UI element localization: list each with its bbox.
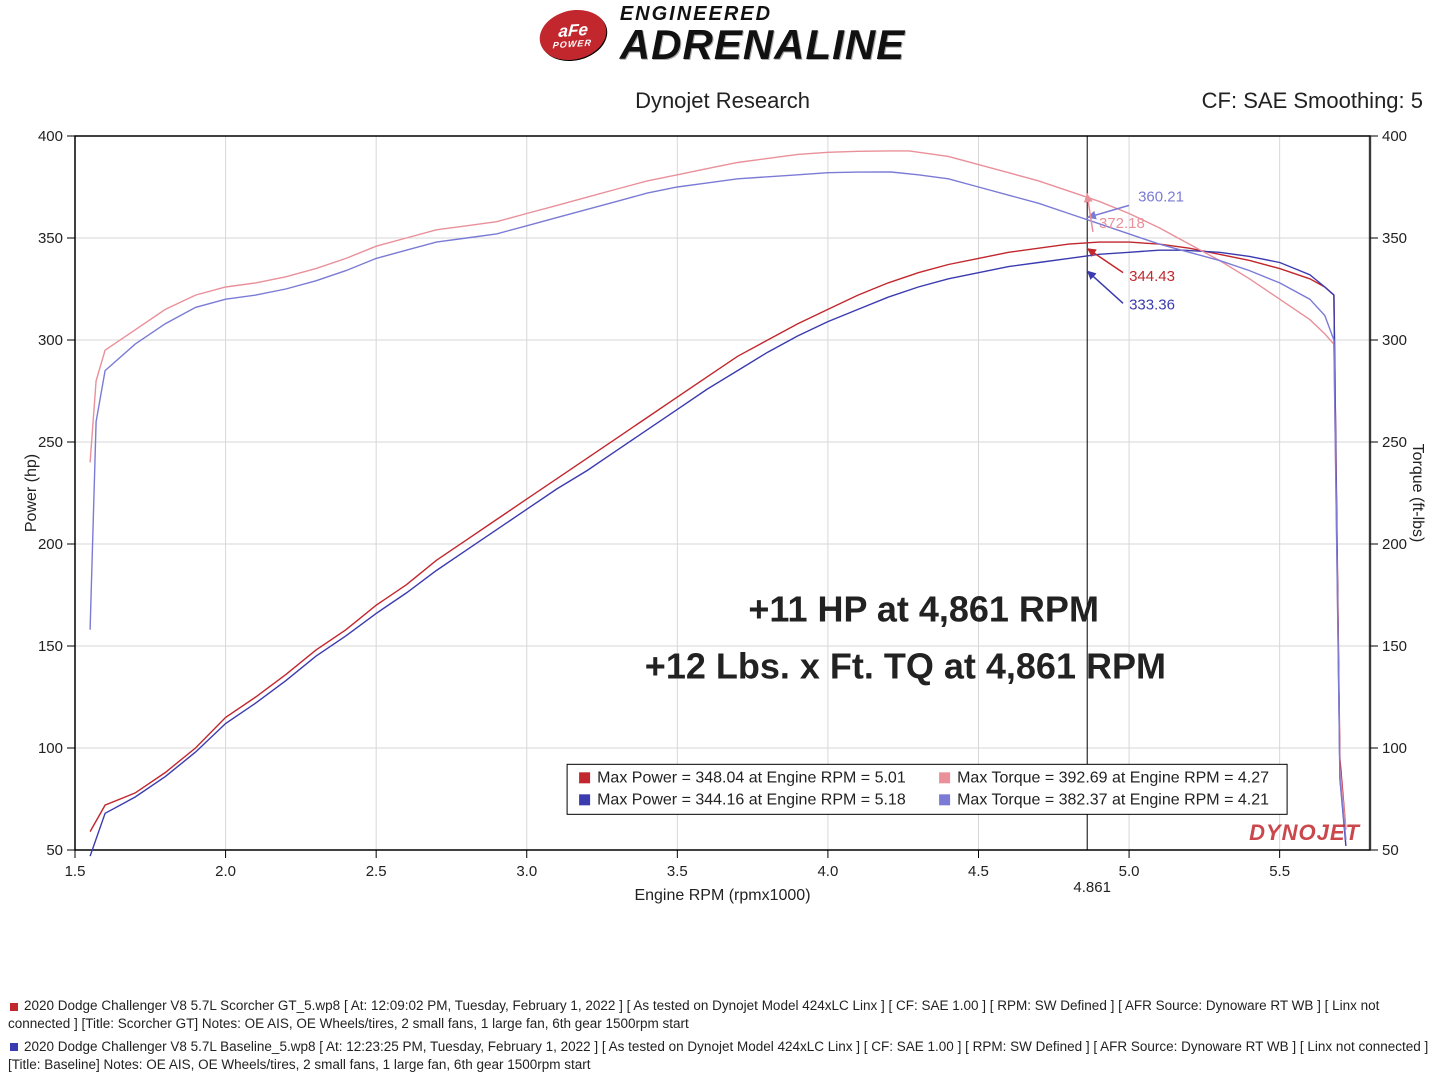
value-label: 333.36	[1129, 296, 1175, 313]
cf-smoothing-label: CF: SAE Smoothing: 5	[1202, 88, 1423, 114]
value-label: 344.43	[1129, 268, 1175, 285]
svg-text:Power (hp): Power (hp)	[23, 454, 40, 532]
svg-text:50: 50	[1382, 842, 1399, 859]
run-description: 2020 Dodge Challenger V8 5.7L Baseline_5…	[8, 1039, 1428, 1072]
value-label: 372.18	[1099, 215, 1145, 232]
legend-item-text: Max Power = 348.04 at Engine RPM = 5.01	[597, 769, 906, 786]
run-bullet-icon	[10, 1003, 18, 1011]
legend-swatch-icon	[579, 794, 590, 805]
svg-text:3.0: 3.0	[516, 863, 537, 880]
dyno-chart-page: aFePOWER ENGINEERED ADRENALINE Dynojet R…	[0, 0, 1445, 1084]
svg-text:250: 250	[1382, 434, 1407, 451]
svg-text:400: 400	[1382, 130, 1407, 145]
legend-item-text: Max Torque = 392.69 at Engine RPM = 4.27	[957, 769, 1269, 786]
run-description: 2020 Dodge Challenger V8 5.7L Scorcher G…	[8, 998, 1379, 1031]
svg-text:2.0: 2.0	[215, 863, 236, 880]
svg-text:150: 150	[1382, 638, 1407, 655]
svg-text:250: 250	[38, 434, 63, 451]
svg-text:200: 200	[1382, 536, 1407, 553]
svg-text:100: 100	[1382, 740, 1407, 757]
legend-item-text: Max Torque = 382.37 at Engine RPM = 4.21	[957, 791, 1269, 808]
svg-text:100: 100	[38, 740, 63, 757]
svg-text:4.0: 4.0	[817, 863, 838, 880]
svg-text:350: 350	[1382, 230, 1407, 247]
dyno-chart: 1.5 2.0 2.5 3.0 3.5 4.0 4.5 5.0 5.5 50 50 100 100 150…	[20, 130, 1425, 910]
svg-text:1.5: 1.5	[65, 863, 86, 880]
svg-text:400: 400	[38, 130, 63, 145]
value-label: 360.21	[1138, 188, 1184, 205]
svg-text:Torque (ft-lbs): Torque (ft-lbs)	[1409, 444, 1425, 543]
svg-text:5.5: 5.5	[1269, 863, 1290, 880]
svg-text:4.861: 4.861	[1073, 879, 1111, 896]
svg-text:200: 200	[38, 536, 63, 553]
svg-text:Engine RPM (rpmx1000): Engine RPM (rpmx1000)	[634, 887, 810, 904]
afe-logo-icon: aFePOWER	[538, 8, 608, 62]
legend-swatch-icon	[939, 772, 950, 783]
svg-text:350: 350	[38, 230, 63, 247]
svg-text:5.0: 5.0	[1119, 863, 1140, 880]
legend-item-text: Max Power = 344.16 at Engine RPM = 5.18	[597, 791, 906, 808]
svg-text:300: 300	[1382, 332, 1407, 349]
logo-badge-bottom: POWER	[552, 40, 592, 50]
run-footer: 2020 Dodge Challenger V8 5.7L Scorcher G…	[8, 997, 1437, 1078]
callout-text: +12 Lbs. x Ft. TQ at 4,861 RPM	[645, 646, 1166, 687]
svg-text:2.5: 2.5	[366, 863, 387, 880]
logo-line2: ADRENALINE	[620, 24, 905, 66]
series-hp_scorcher	[90, 242, 1346, 832]
footer-run-line: 2020 Dodge Challenger V8 5.7L Baseline_5…	[8, 1038, 1437, 1074]
legend-swatch-icon	[939, 794, 950, 805]
legend-swatch-icon	[579, 772, 590, 783]
callout-text: +11 HP at 4,861 RPM	[748, 589, 1099, 630]
footer-run-line: 2020 Dodge Challenger V8 5.7L Scorcher G…	[8, 997, 1437, 1033]
svg-text:3.5: 3.5	[667, 863, 688, 880]
svg-text:300: 300	[38, 332, 63, 349]
series-tq_scorcher	[90, 151, 1346, 830]
svg-text:4.5: 4.5	[968, 863, 989, 880]
dynojet-watermark: DYNOJET	[1249, 820, 1360, 845]
svg-text:150: 150	[38, 638, 63, 655]
logo-text: ENGINEERED ADRENALINE	[620, 4, 905, 66]
plot-area: 1.5 2.0 2.5 3.0 3.5 4.0 4.5 5.0 5.5 50 50 100 100 150…	[20, 130, 1425, 910]
svg-text:50: 50	[46, 842, 63, 859]
run-bullet-icon	[10, 1043, 18, 1051]
